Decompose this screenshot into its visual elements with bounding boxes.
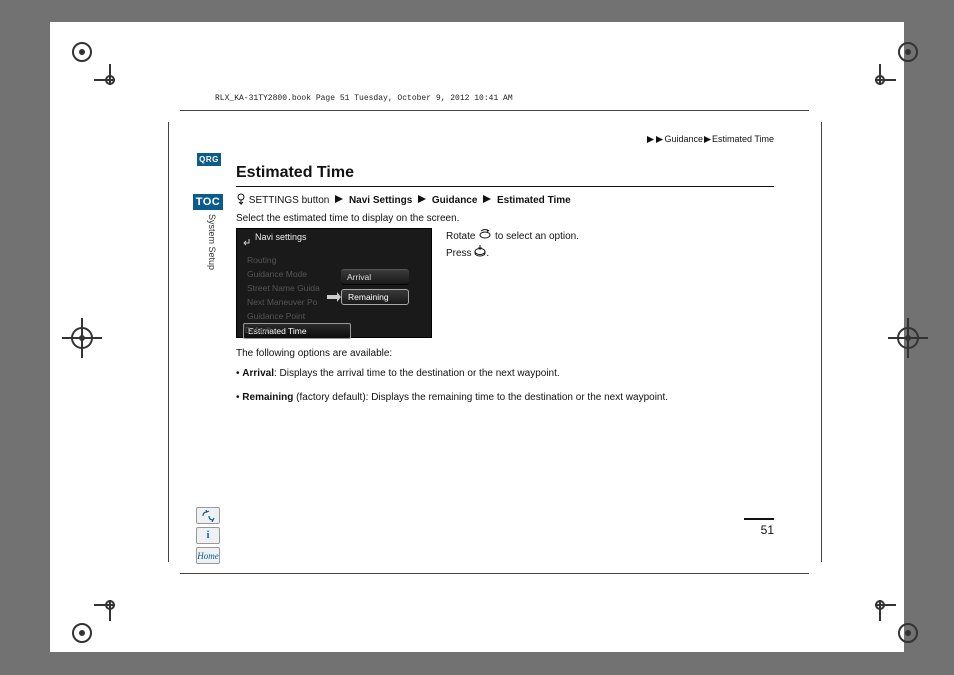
registration-mark-icon [888, 318, 928, 358]
breadcrumb-seg: Guidance [664, 134, 703, 144]
path-prefix: SETTINGS button [249, 195, 330, 206]
crop-mark-icon [875, 600, 920, 645]
option-remaining: Remaining (factory default): Displays th… [248, 391, 774, 405]
triangle-icon [418, 195, 426, 206]
page-number: 51 [761, 523, 774, 537]
page-num-rule [744, 518, 774, 520]
home-button[interactable]: Home [196, 547, 220, 564]
instructions: Rotate to select an option. Press . [446, 228, 579, 338]
menu-item: Guidance Point [243, 309, 351, 323]
crop-mark-icon [70, 40, 115, 85]
content-area: Estimated Time SETTINGS button Navi Sett… [236, 164, 774, 415]
instr-text: . [486, 248, 489, 259]
description-text: Select the estimated time to display on … [236, 213, 774, 224]
triangle-icon [647, 135, 654, 145]
menu-item: Routing [243, 253, 351, 267]
triangle-icon [704, 135, 711, 145]
info-icon: i [207, 530, 210, 541]
rotate-dial-icon [478, 228, 492, 245]
path-seg: Guidance [432, 195, 478, 206]
return-icon [243, 233, 251, 241]
path-seg: Navi Settings [349, 195, 412, 206]
options-intro: The following options are available: [236, 348, 774, 359]
nav-path: SETTINGS button Navi Settings Guidance E… [236, 193, 774, 208]
option-text: : Displays the arrival time to the desti… [274, 368, 560, 379]
breadcrumb: Guidance Estimated Time [646, 134, 774, 145]
toc-badge[interactable]: TOC [193, 194, 223, 210]
home-label: Home [197, 551, 219, 561]
menu-item: Guidance Mode [243, 267, 351, 281]
crop-line-top [180, 110, 809, 111]
section-side-label: System Setup [207, 214, 217, 270]
side-nav-buttons: i Home [196, 507, 222, 567]
breadcrumb-seg: Estimated Time [712, 134, 774, 144]
crop-line-right [821, 122, 822, 562]
device-screenshot: Navi settings Routing Guidance Mode Stre… [236, 228, 432, 338]
screenshot-popup: Arrival Remaining [341, 269, 409, 309]
instr-text: Rotate [446, 231, 478, 242]
triangle-icon [656, 135, 663, 145]
option-text: (factory default): Displays the remainin… [293, 392, 668, 403]
info-button[interactable]: i [196, 527, 220, 544]
option-label: Arrival [242, 368, 274, 379]
path-seg: Estimated Time [497, 195, 571, 206]
triangle-icon [483, 195, 491, 206]
page-title: Estimated Time [236, 164, 774, 187]
option-arrival: Arrival: Displays the arrival time to th… [248, 367, 774, 381]
screenshot-row: Navi settings Routing Guidance Mode Stre… [236, 228, 774, 338]
option-label: Remaining [242, 392, 293, 403]
triangle-icon [335, 195, 343, 206]
settings-dial-icon [236, 193, 246, 208]
crop-mark-icon [70, 600, 115, 645]
screenshot-title: Navi settings [255, 232, 307, 242]
voice-icon [201, 510, 215, 522]
registration-mark-icon [62, 318, 102, 358]
pointer-arrow-icon [327, 289, 341, 307]
screenshot-footer: Default [245, 326, 270, 335]
instr-text: to select an option. [492, 231, 579, 242]
popup-option-active: Remaining [341, 289, 409, 305]
file-meta-header: RLX_KA-31TY2800.book Page 51 Tuesday, Oc… [215, 94, 513, 103]
crop-line-bottom [180, 573, 809, 574]
popup-option: Arrival [341, 269, 409, 285]
voice-button[interactable] [196, 507, 220, 524]
document-page: RLX_KA-31TY2800.book Page 51 Tuesday, Oc… [50, 22, 904, 652]
press-button-icon [474, 245, 486, 262]
crop-line-left [168, 122, 169, 562]
crop-mark-icon [875, 40, 920, 85]
qrg-badge[interactable]: QRG [197, 153, 221, 166]
instr-text: Press [446, 248, 474, 259]
